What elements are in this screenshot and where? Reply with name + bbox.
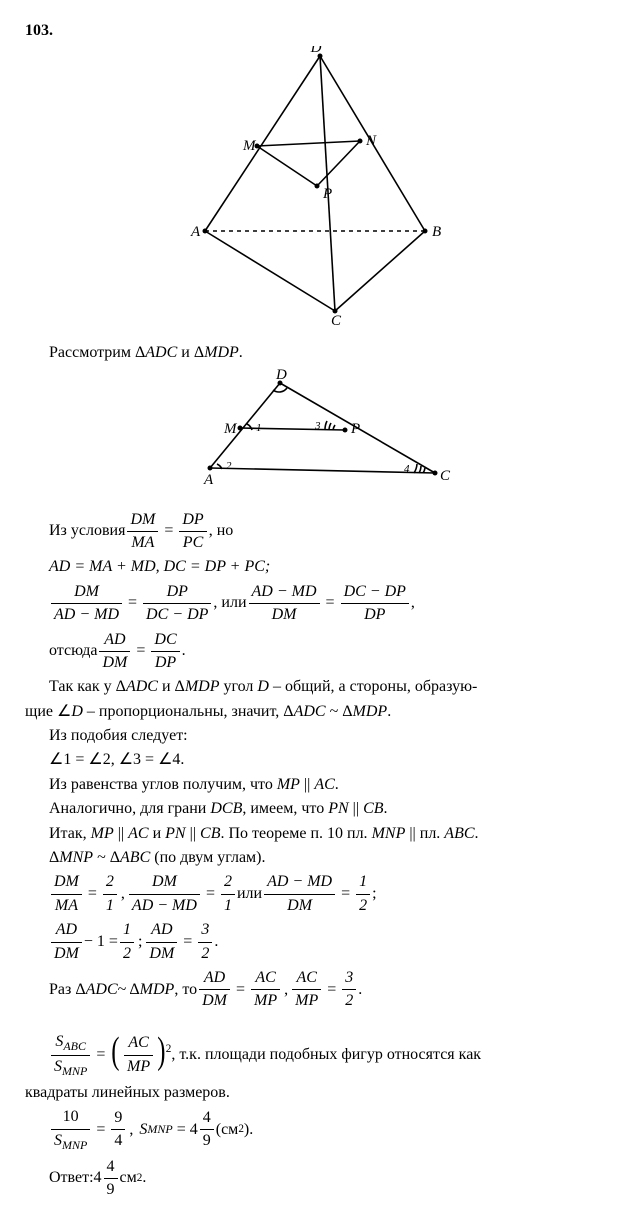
eq-area-ratio: SABC SMNP = ( ACMP ) 2 , т.к. площади по… <box>49 1031 614 1080</box>
eq-ratios-2: ADDM − 1 = 12 ; ADDM = 32 . <box>49 919 614 965</box>
label-A: A <box>190 224 201 240</box>
svg-text:1: 1 <box>256 422 262 434</box>
label-N: N <box>365 133 377 149</box>
svg-text:4: 4 <box>404 463 410 475</box>
eq-raz: Раз ΔADC ~ ΔMDP, то ADDM = ACMP , ACMP =… <box>49 967 614 1013</box>
svg-text:P: P <box>350 421 360 437</box>
label-P: P <box>322 186 332 202</box>
eq-hence: отсюда ADDM = DCDP . <box>49 629 614 675</box>
svg-text:2: 2 <box>226 460 232 472</box>
label-B: B <box>432 224 441 240</box>
eq-compute: 10 SMNP = 94 , SMNP = 4 49 (см2). <box>49 1106 614 1153</box>
svg-text:C: C <box>440 468 451 484</box>
para-parallel-2: Аналогично, для грани DCB, имеем, что PN… <box>25 798 614 820</box>
para-parallel-1: Из равенства углов получим, что MP || AC… <box>25 774 614 796</box>
problem-number: 103. <box>25 20 614 42</box>
eq-sum: AD = MA + MD, DC = DP + PC; <box>49 556 614 578</box>
svg-text:A: A <box>203 472 214 488</box>
para-angles: ∠1 = ∠2, ∠3 = ∠4. <box>49 749 614 771</box>
para-since-2: щие ∠D – пропорциональны, значит, ΔADC ~… <box>25 701 614 723</box>
para-fromsim: Из подобия следует: <box>25 725 614 747</box>
label-C: C <box>331 313 342 326</box>
eq-transform: DMAD − MD = DPDC − DP , или AD − MDDM = … <box>49 581 614 627</box>
diagram-triangle: A C D M P 1 2 3 4 <box>25 368 614 500</box>
diagram-tetrahedron: A B C D M N P <box>25 46 614 333</box>
line-consider: Рассмотрим ΔADC и ΔMDP. <box>25 342 614 364</box>
svg-text:M: M <box>223 421 238 437</box>
eq-ratios-1: DMMA = 21 , DMAD − MD = 21 или AD − MDDM… <box>49 871 614 917</box>
answer-line: Ответ: 4 49 см2. <box>49 1156 614 1202</box>
para-so: Итак, MP || AC и PN || CB. По теореме п.… <box>25 823 614 845</box>
label-D: D <box>309 46 321 56</box>
svg-text:3: 3 <box>314 420 321 432</box>
svg-text:D: D <box>275 368 287 383</box>
eq-condition: Из условия DMMA = DPPC , но <box>49 509 614 555</box>
para-sim-mnp: ΔMNP ~ ΔABC (по двум углам). <box>49 847 614 869</box>
para-since-1: Так как у ΔADC и ΔMDP угол D – общий, а … <box>25 676 614 698</box>
label-M: M <box>242 138 257 154</box>
para-area-2: квадраты линейных размеров. <box>25 1082 614 1104</box>
